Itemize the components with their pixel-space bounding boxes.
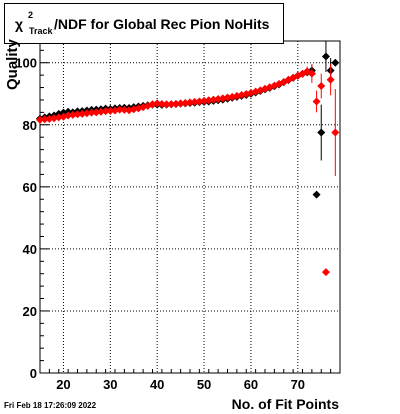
x-tick-label: 20 bbox=[56, 377, 70, 392]
y-tick-label: 40 bbox=[23, 242, 37, 257]
y-tick-label: 0 bbox=[30, 366, 37, 381]
x-tick-label: 50 bbox=[197, 377, 211, 392]
plot-frame bbox=[40, 41, 340, 373]
title-superscript: 2 bbox=[28, 10, 33, 20]
title-subscript: Track bbox=[29, 26, 53, 36]
x-tick-label: 40 bbox=[150, 377, 164, 392]
y-axis-label: Quality bbox=[4, 39, 21, 90]
timestamp: Fri Feb 18 17:26:09 2022 bbox=[4, 401, 96, 410]
chart-title-box: χ 2 Track /NDF for Global Rec Pion NoHit… bbox=[4, 3, 284, 44]
title-chi: χ bbox=[15, 16, 23, 32]
x-tick-label: 30 bbox=[103, 377, 117, 392]
y-tick-label: 60 bbox=[23, 180, 37, 195]
x-tick-label: 60 bbox=[244, 377, 258, 392]
x-tick-label: 70 bbox=[291, 377, 305, 392]
y-tick-label: 80 bbox=[23, 118, 37, 133]
y-tick-label: 20 bbox=[23, 304, 37, 319]
chart-title: /NDF for Global Rec Pion NoHits bbox=[54, 16, 269, 32]
x-axis-label: No. of Fit Points bbox=[232, 396, 339, 412]
